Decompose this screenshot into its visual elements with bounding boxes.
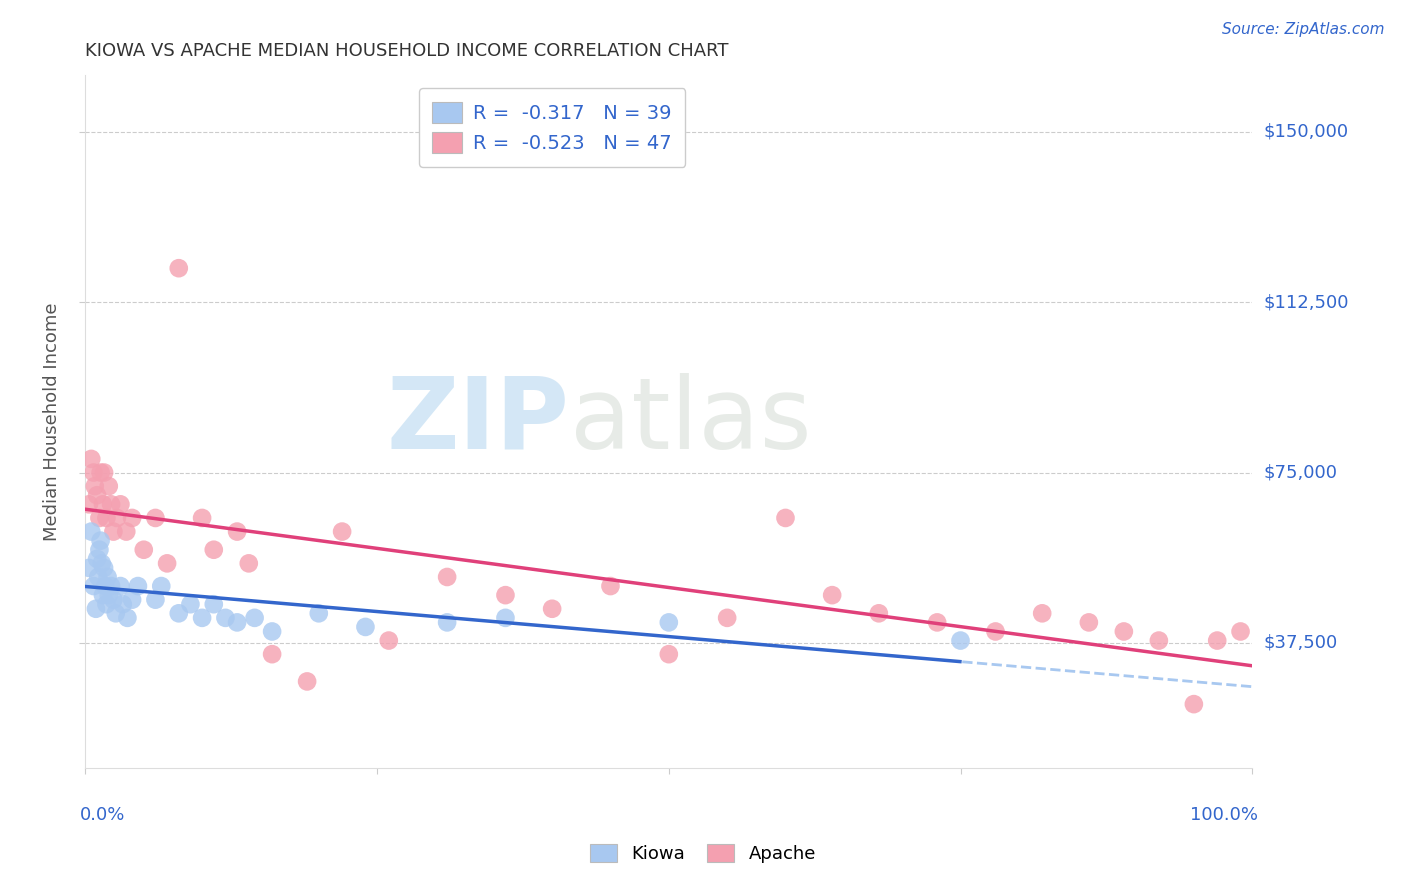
Point — [1182, 697, 1205, 711]
Point — [775, 511, 797, 525]
Point — [436, 615, 458, 630]
Point — [91, 588, 114, 602]
Text: $150,000: $150,000 — [1264, 123, 1348, 141]
Legend: R =  -0.317   N = 39, R =  -0.523   N = 47: R = -0.317 N = 39, R = -0.523 N = 47 — [419, 88, 686, 167]
Point — [167, 607, 190, 621]
Point — [93, 466, 115, 480]
Point — [716, 611, 738, 625]
Point — [105, 511, 128, 525]
Point — [436, 570, 458, 584]
Point — [495, 611, 517, 625]
Point — [541, 601, 564, 615]
Point — [308, 607, 330, 621]
Text: ZIP: ZIP — [387, 373, 569, 470]
Point — [658, 647, 681, 661]
Text: KIOWA VS APACHE MEDIAN HOUSEHOLD INCOME CORRELATION CHART: KIOWA VS APACHE MEDIAN HOUSEHOLD INCOME … — [86, 42, 728, 60]
Text: $112,500: $112,500 — [1264, 293, 1348, 311]
Point — [121, 592, 143, 607]
Point — [90, 557, 112, 571]
Point — [127, 579, 149, 593]
Y-axis label: Median Household Income: Median Household Income — [44, 302, 60, 541]
Point — [984, 624, 1007, 639]
Point — [949, 633, 972, 648]
Point — [94, 579, 117, 593]
Point — [202, 597, 225, 611]
Point — [226, 524, 249, 539]
Point — [89, 511, 111, 525]
Point — [868, 607, 890, 621]
Point — [238, 557, 260, 571]
Point — [84, 601, 107, 615]
Point — [378, 633, 401, 648]
Point — [214, 611, 236, 625]
Point — [295, 674, 318, 689]
Text: 0.0%: 0.0% — [80, 805, 125, 824]
Point — [104, 607, 127, 621]
Point — [100, 497, 122, 511]
Point — [121, 511, 143, 525]
Point — [191, 511, 214, 525]
Point — [83, 466, 105, 480]
Point — [202, 542, 225, 557]
Point — [262, 624, 284, 639]
Point — [145, 592, 167, 607]
Point — [77, 497, 100, 511]
Point — [83, 479, 105, 493]
Point — [91, 497, 114, 511]
Point — [89, 542, 111, 557]
Point — [100, 579, 122, 593]
Point — [97, 479, 120, 493]
Text: 100.0%: 100.0% — [1189, 805, 1258, 824]
Point — [132, 542, 155, 557]
Point — [96, 597, 118, 611]
Point — [1229, 624, 1251, 639]
Point — [1206, 633, 1229, 648]
Point — [80, 451, 103, 466]
Point — [167, 261, 190, 276]
Point — [87, 570, 110, 584]
Point — [1147, 633, 1170, 648]
Text: $75,000: $75,000 — [1264, 464, 1337, 482]
Point — [103, 524, 125, 539]
Point — [354, 620, 377, 634]
Point — [96, 511, 118, 525]
Point — [93, 561, 115, 575]
Point — [90, 466, 112, 480]
Point — [111, 597, 134, 611]
Point — [191, 611, 214, 625]
Text: $37,500: $37,500 — [1264, 634, 1337, 652]
Point — [658, 615, 681, 630]
Point — [156, 557, 179, 571]
Point — [927, 615, 949, 630]
Point — [86, 551, 108, 566]
Legend: Kiowa, Apache: Kiowa, Apache — [581, 835, 825, 872]
Point — [77, 561, 100, 575]
Point — [599, 579, 621, 593]
Point — [179, 597, 201, 611]
Point — [86, 488, 108, 502]
Point — [110, 579, 132, 593]
Point — [1077, 615, 1099, 630]
Point — [226, 615, 249, 630]
Point — [83, 579, 105, 593]
Point — [150, 579, 173, 593]
Point — [330, 524, 353, 539]
Text: atlas: atlas — [569, 373, 811, 470]
Point — [110, 497, 132, 511]
Point — [1112, 624, 1135, 639]
Point — [103, 592, 125, 607]
Point — [145, 511, 167, 525]
Point — [97, 588, 120, 602]
Point — [90, 533, 112, 548]
Point — [115, 524, 138, 539]
Point — [117, 611, 139, 625]
Point — [80, 524, 103, 539]
Point — [495, 588, 517, 602]
Point — [821, 588, 844, 602]
Point — [243, 611, 266, 625]
Point — [262, 647, 284, 661]
Text: Source: ZipAtlas.com: Source: ZipAtlas.com — [1222, 22, 1385, 37]
Point — [1031, 607, 1053, 621]
Point — [97, 570, 120, 584]
